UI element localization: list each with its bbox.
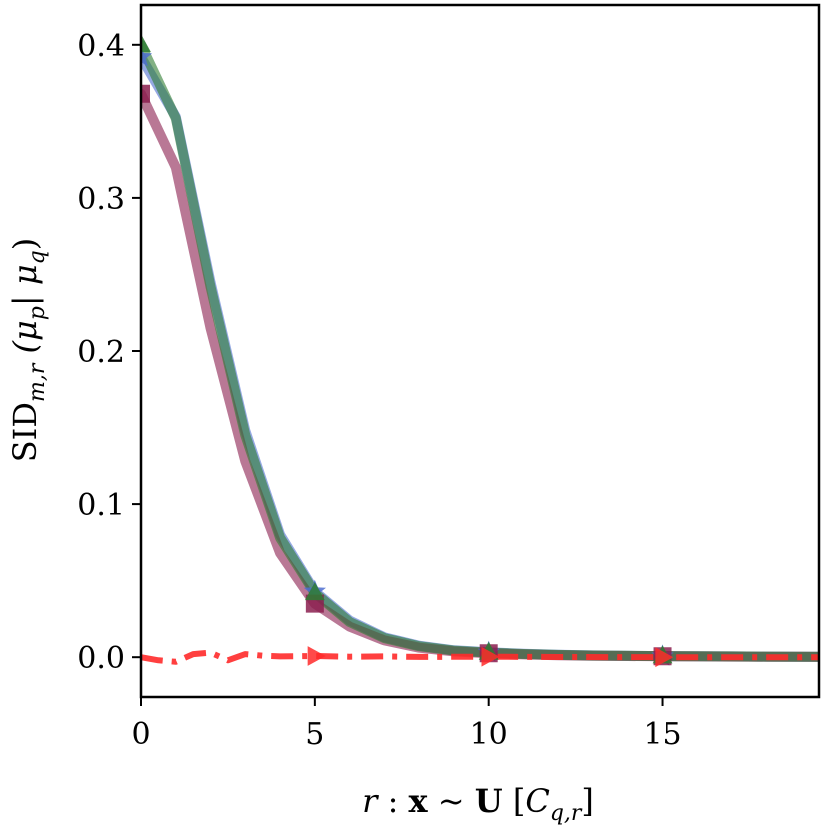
y-axis-label: SIDm,r (μp| μq) bbox=[6, 238, 50, 462]
y-tick-label: 0.3 bbox=[77, 182, 125, 217]
series-point-1 bbox=[141, 84, 150, 103]
series-point-2 bbox=[141, 34, 151, 53]
x-tick-label: 0 bbox=[131, 717, 150, 752]
x-axis-label: r : x ~ U [Cq,r] bbox=[362, 782, 594, 826]
y-tick-label: 0.2 bbox=[77, 335, 125, 370]
series-point-3 bbox=[655, 647, 674, 668]
marker-layer bbox=[141, 34, 674, 668]
series-point-3 bbox=[307, 646, 326, 666]
series-line-1 bbox=[141, 88, 819, 662]
x-tick-label: 10 bbox=[470, 717, 508, 752]
series-point-3 bbox=[481, 646, 500, 667]
series-point-0 bbox=[141, 45, 153, 67]
y-tick-label: 0.4 bbox=[77, 29, 125, 64]
y-tick-label: 0.1 bbox=[77, 488, 125, 523]
series-line-0 bbox=[141, 52, 819, 662]
series-point-2 bbox=[304, 582, 325, 601]
series-layer bbox=[141, 39, 819, 665]
series-line-2 bbox=[141, 39, 819, 662]
series-line-3 bbox=[141, 649, 819, 665]
x-tick-label: 5 bbox=[305, 717, 324, 752]
x-tick-label: 15 bbox=[643, 717, 681, 752]
ticks-layer: 0 5 10 15 0.0 0.1 0.2 0.3 0.4 bbox=[77, 29, 681, 752]
plot-frame bbox=[139, 3, 821, 699]
y-tick-label: 0.0 bbox=[77, 641, 125, 676]
